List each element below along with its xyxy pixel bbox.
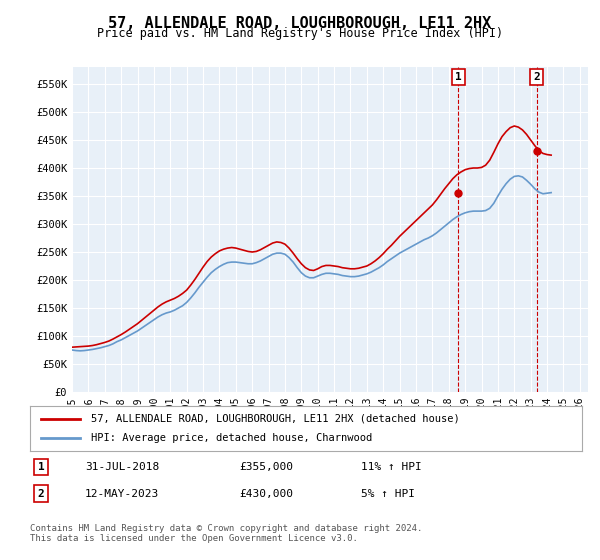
Text: 2: 2 <box>533 72 540 82</box>
Text: £430,000: £430,000 <box>240 489 294 498</box>
Text: 12-MAY-2023: 12-MAY-2023 <box>85 489 160 498</box>
Text: 1: 1 <box>38 462 44 472</box>
Text: 57, ALLENDALE ROAD, LOUGHBOROUGH, LE11 2HX (detached house): 57, ALLENDALE ROAD, LOUGHBOROUGH, LE11 2… <box>91 413 460 423</box>
Text: Contains HM Land Registry data © Crown copyright and database right 2024.
This d: Contains HM Land Registry data © Crown c… <box>30 524 422 543</box>
Text: 5% ↑ HPI: 5% ↑ HPI <box>361 489 415 498</box>
Text: 1: 1 <box>455 72 461 82</box>
Text: £355,000: £355,000 <box>240 462 294 472</box>
Text: 57, ALLENDALE ROAD, LOUGHBOROUGH, LE11 2HX: 57, ALLENDALE ROAD, LOUGHBOROUGH, LE11 2… <box>109 16 491 31</box>
Text: 31-JUL-2018: 31-JUL-2018 <box>85 462 160 472</box>
Text: 2: 2 <box>38 489 44 498</box>
Text: 11% ↑ HPI: 11% ↑ HPI <box>361 462 422 472</box>
Text: HPI: Average price, detached house, Charnwood: HPI: Average price, detached house, Char… <box>91 433 372 444</box>
Text: Price paid vs. HM Land Registry's House Price Index (HPI): Price paid vs. HM Land Registry's House … <box>97 27 503 40</box>
